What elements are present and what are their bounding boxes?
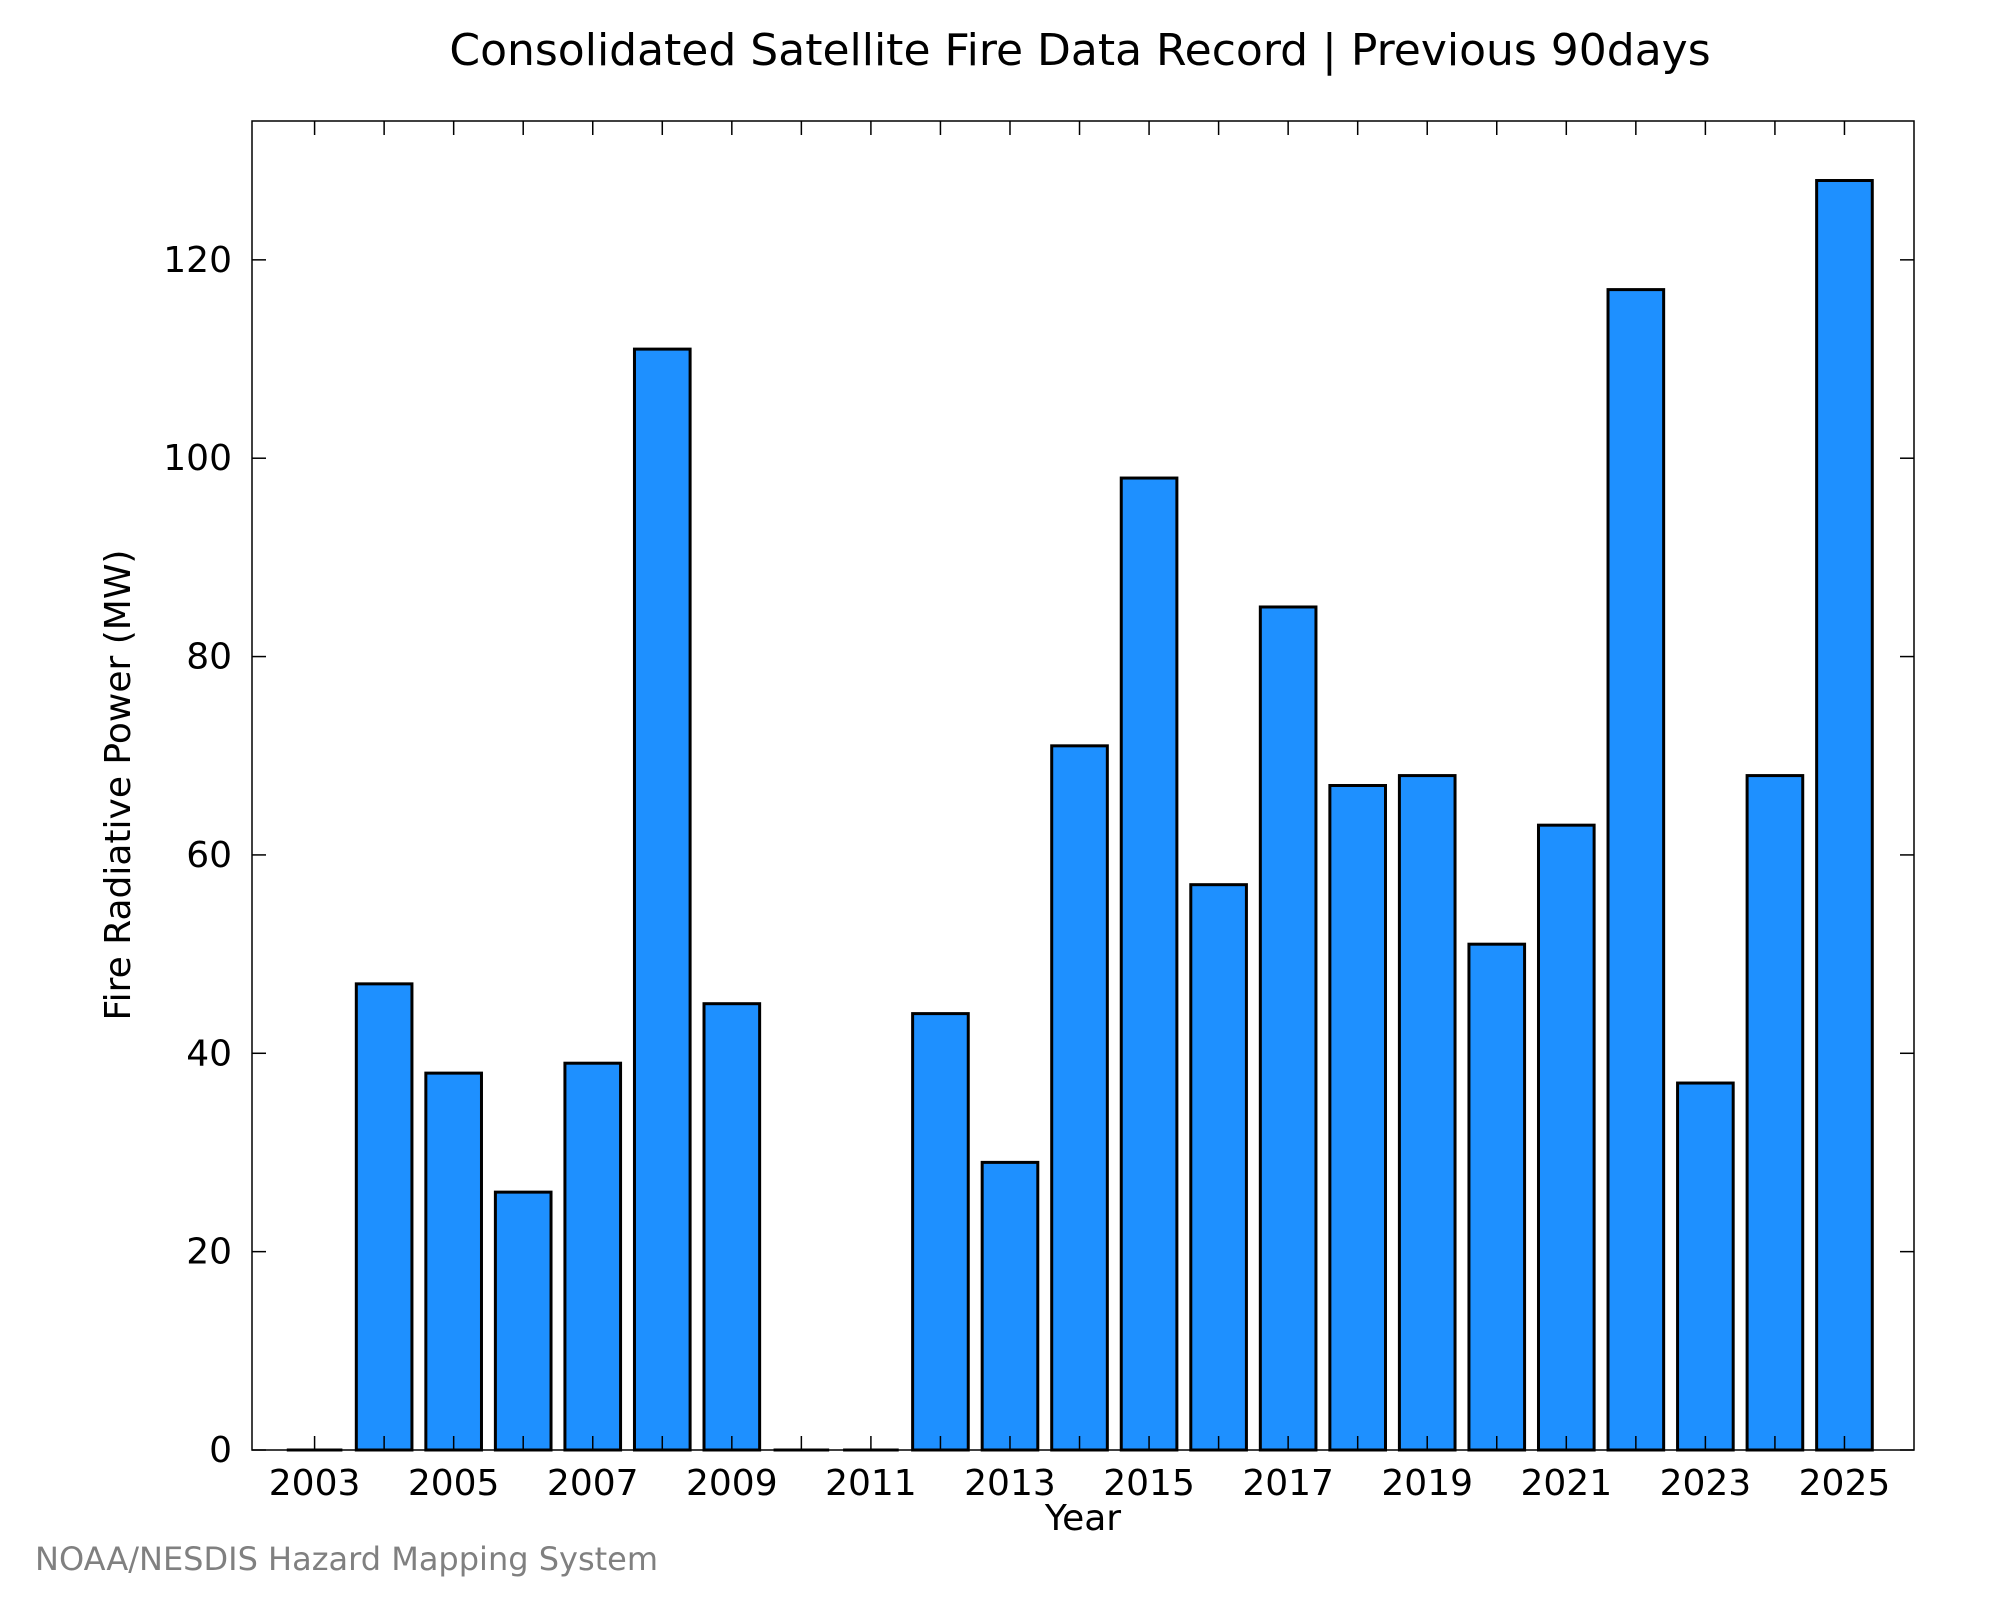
bar-2017 xyxy=(1258,605,1318,1452)
bar-2012 xyxy=(911,1012,970,1452)
x-tick-label-2019: 2019 xyxy=(1381,1463,1473,1504)
y-tick-label-0: 0 xyxy=(209,1430,232,1471)
bar-2020 xyxy=(1467,942,1527,1452)
bar-2025 xyxy=(1815,179,1874,1452)
x-axis-label: Year xyxy=(1044,1498,1121,1539)
x-tick-label-2017: 2017 xyxy=(1242,1463,1334,1504)
bar-2018 xyxy=(1328,784,1387,1452)
x-tick-label-2005: 2005 xyxy=(408,1463,500,1504)
bar-2024 xyxy=(1745,774,1805,1452)
chart-title: Consolidated Satellite Fire Data Record … xyxy=(449,25,1710,76)
y-tick-label-40: 40 xyxy=(186,1033,232,1074)
bar-2005 xyxy=(424,1071,483,1452)
plot-frame xyxy=(251,120,1915,1451)
x-tick-label-2003: 2003 xyxy=(269,1463,361,1504)
y-tick-label-120: 120 xyxy=(163,240,232,281)
x-tick-label-2013: 2013 xyxy=(964,1463,1056,1504)
x-tick-label-2011: 2011 xyxy=(825,1463,917,1504)
source-credit: NOAA/NESDIS Hazard Mapping System xyxy=(35,1540,659,1578)
x-tick-label-2025: 2025 xyxy=(1799,1463,1891,1504)
y-tick-label-60: 60 xyxy=(186,835,232,876)
bar-2014 xyxy=(1050,744,1109,1452)
x-tick-label-2023: 2023 xyxy=(1660,1463,1752,1504)
bar-2004 xyxy=(354,982,414,1452)
x-tick-label-2021: 2021 xyxy=(1520,1463,1612,1504)
bar-2008 xyxy=(632,347,692,1452)
bar-2022 xyxy=(1606,288,1666,1452)
x-tick-label-2015: 2015 xyxy=(1103,1463,1195,1504)
x-tick-label-2007: 2007 xyxy=(547,1463,639,1504)
axis-ticks: 0 20 40 60 80 100 120 2003 2005 2007 2009 2011 2013 2… xyxy=(163,121,1914,1504)
x-tick-label-2009: 2009 xyxy=(686,1463,778,1504)
y-tick-label-20: 20 xyxy=(186,1232,232,1273)
bar-2023 xyxy=(1676,1081,1735,1452)
bar-2006 xyxy=(493,1190,553,1452)
bar-2019 xyxy=(1397,774,1457,1452)
y-axis-label: Fire Radiative Power (MW) xyxy=(98,550,139,1021)
bar-2009 xyxy=(702,1002,762,1452)
y-tick-label-100: 100 xyxy=(163,438,232,479)
bar-2007 xyxy=(563,1061,623,1452)
bar-2013 xyxy=(980,1160,1040,1452)
y-tick-label-80: 80 xyxy=(186,637,232,678)
bar-2015 xyxy=(1119,476,1179,1452)
bar-2021 xyxy=(1536,823,1596,1452)
bar-2016 xyxy=(1189,883,1248,1452)
bars-layer xyxy=(286,179,1874,1452)
